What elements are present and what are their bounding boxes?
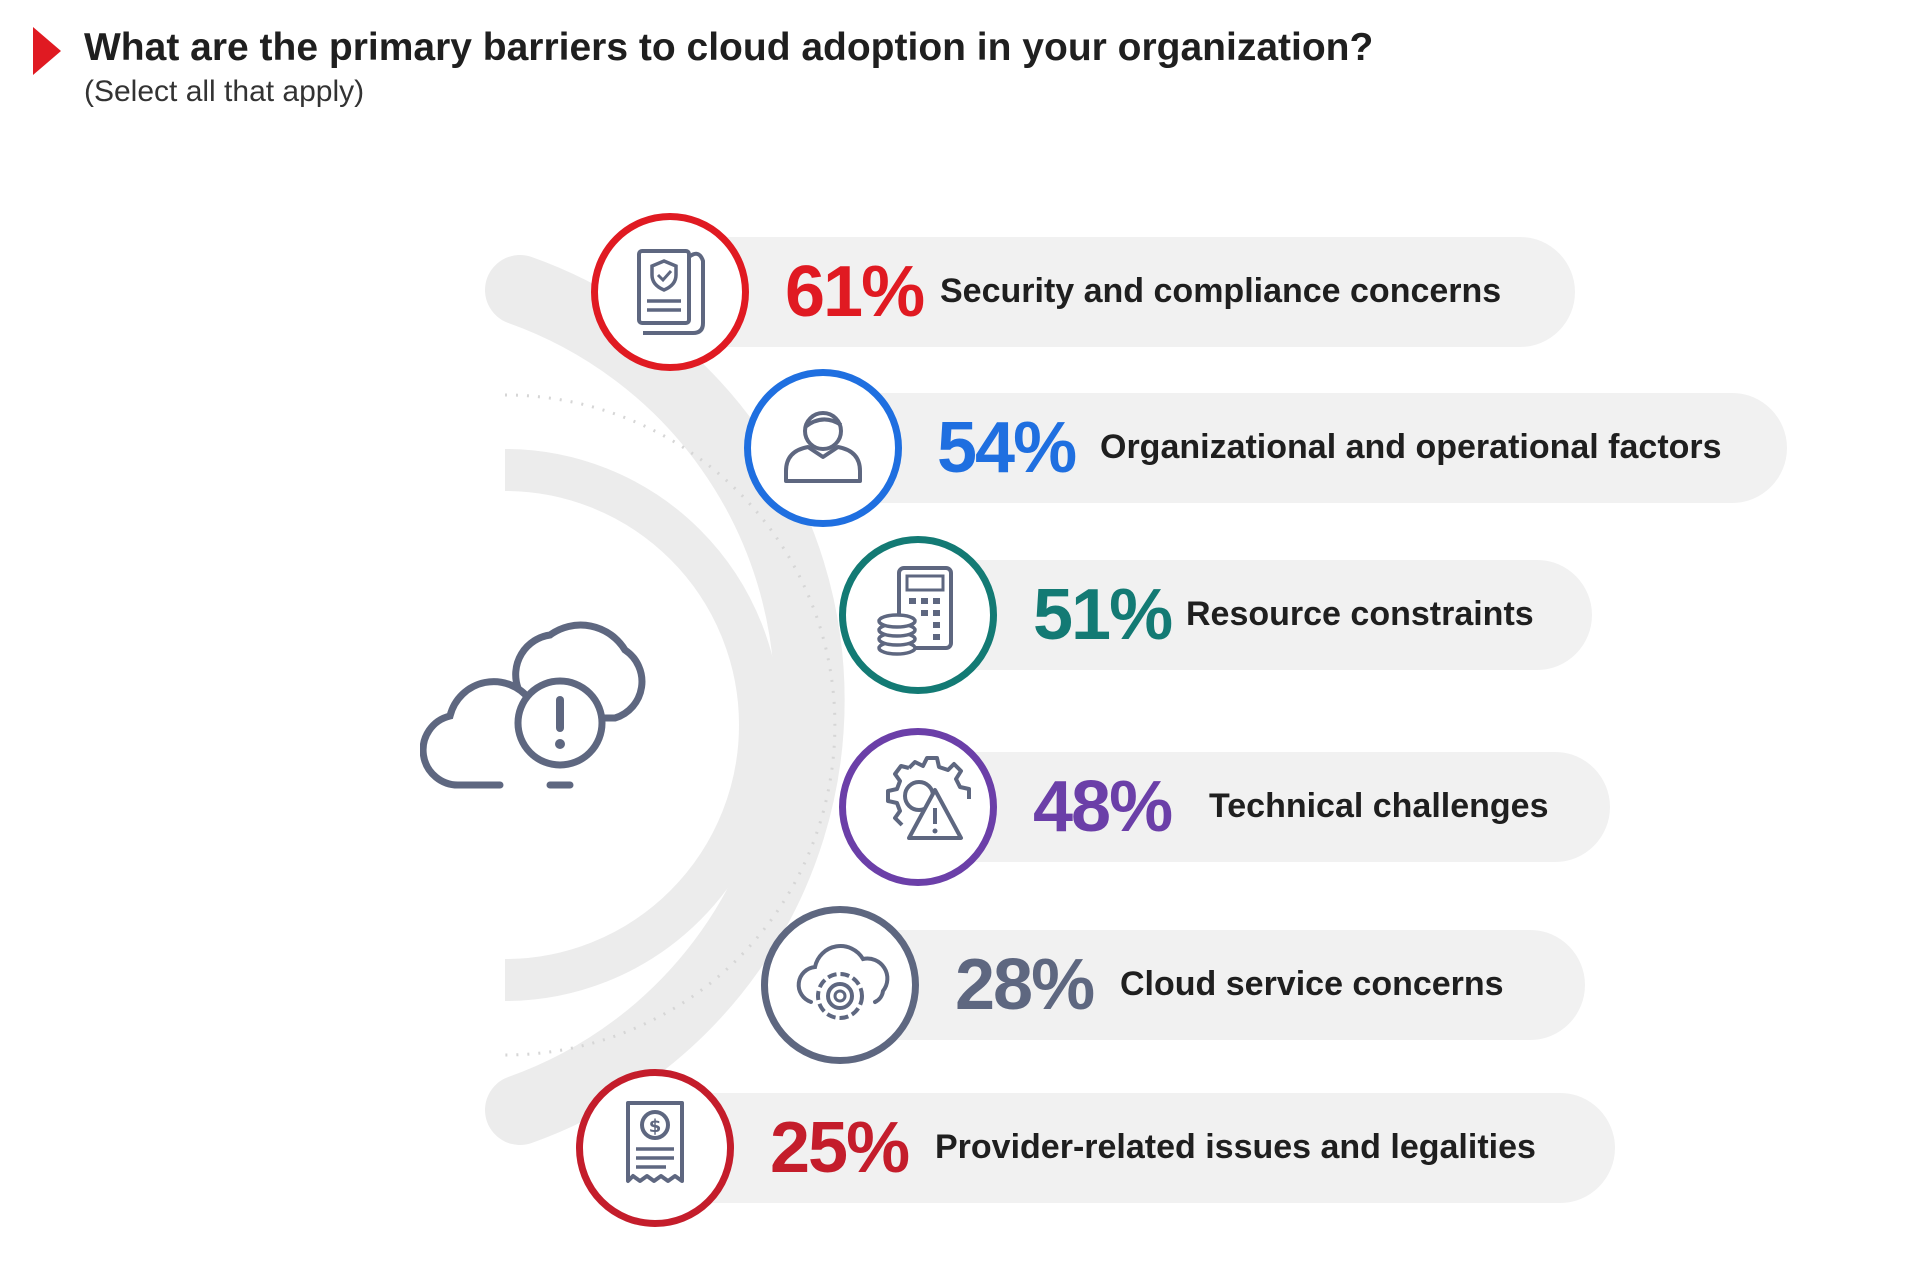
page-title: What are the primary barriers to cloud a… xyxy=(84,26,1374,69)
category-label: Organizational and operational factors xyxy=(1100,428,1722,466)
category-label: Security and compliance concerns xyxy=(940,272,1502,310)
dotted-arc xyxy=(504,393,837,1057)
bar-pill xyxy=(823,393,1787,503)
percentage-label: 25% xyxy=(770,1108,910,1188)
category-label: Resource constraints xyxy=(1186,595,1534,633)
cloud-gear-icon xyxy=(761,906,919,1064)
bar-pill xyxy=(918,752,1610,862)
percentage-label: 48% xyxy=(1033,767,1173,847)
user-icon xyxy=(744,369,902,527)
cloud-alert-icon xyxy=(420,621,646,789)
category-label: Provider-related issues and legalities xyxy=(935,1128,1536,1166)
category-label: Technical challenges xyxy=(1209,787,1549,825)
inner-arc xyxy=(504,449,781,1001)
percentage-label: 28% xyxy=(955,945,1095,1025)
bar-pill xyxy=(655,1093,1615,1203)
receipt-dollar-icon: $ xyxy=(576,1069,734,1227)
bar-pill xyxy=(840,930,1585,1040)
svg-text:$: $ xyxy=(649,1116,662,1137)
header-marker-icon xyxy=(33,27,61,75)
bar-pill xyxy=(918,560,1592,670)
percentage-label: 51% xyxy=(1033,575,1173,655)
calculator-coins-icon xyxy=(839,536,997,694)
gear-warning-icon xyxy=(839,728,997,886)
percentage-label: 54% xyxy=(937,408,1077,488)
outer-arc xyxy=(485,255,845,1145)
bar-pill xyxy=(670,237,1575,347)
page-subtitle: (Select all that apply) xyxy=(84,75,365,108)
security-document-icon xyxy=(591,213,749,371)
percentage-label: 61% xyxy=(785,252,925,332)
category-label: Cloud service concerns xyxy=(1120,965,1504,1003)
